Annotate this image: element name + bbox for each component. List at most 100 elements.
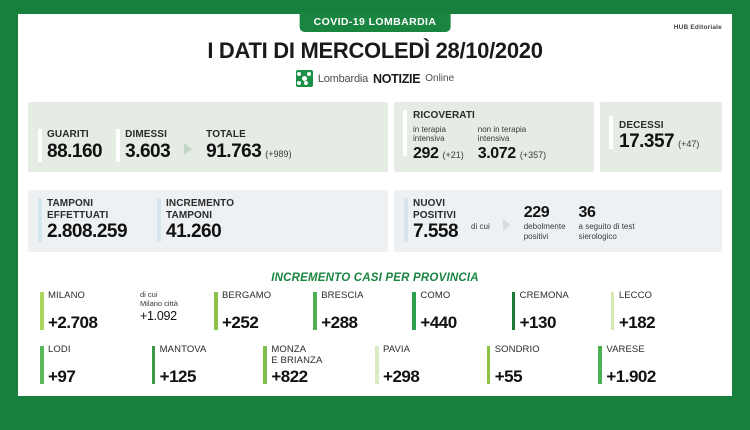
province-cell[interactable]: BERGAMO +252 <box>214 290 313 334</box>
stat-value: 2.808.259 <box>47 221 128 242</box>
province-value: +182 <box>618 313 656 332</box>
stat-nuovi-positivi: NUOVI POSITIVI 7.558 <box>404 198 459 243</box>
province-name: COMO <box>420 290 451 301</box>
stat-value: 3.072 <box>477 144 516 162</box>
province-cell[interactable]: MILANO +2.708 <box>40 290 136 334</box>
province-name-spacer <box>321 301 412 312</box>
province-cell[interactable]: SONDRIO +55 <box>486 344 599 388</box>
stats-row-tests: TAMPONI EFFETTUATI 2.808.259 INCREMENTO … <box>28 190 722 252</box>
province-name-line2: E BRIANZA <box>271 355 323 366</box>
stats-row-recovered: GUARITI 88.160 DIMESSI 3.603 TOTALE 91.7… <box>28 102 722 172</box>
province-value: +130 <box>519 313 557 332</box>
province-cell[interactable]: COMO +440 <box>412 290 511 334</box>
stat-delta: (+21) <box>442 149 464 160</box>
province-accent-bar <box>214 292 218 330</box>
province-name-spacer <box>222 301 313 312</box>
province-name: VARESE <box>606 344 645 355</box>
milano-citta-breakdown: di cui Milano città +1.092 <box>136 290 214 334</box>
arrow-right-icon <box>184 142 193 155</box>
province-cell[interactable]: MONZA E BRIANZA +822 <box>263 344 375 388</box>
logo-text-online: Online <box>425 73 455 84</box>
province-accent-bar <box>486 346 491 384</box>
stat-value: 3.603 <box>125 140 171 162</box>
panel-nuovi-positivi: NUOVI POSITIVI 7.558 di cui 229 debolmen… <box>394 190 722 252</box>
province-name-spacer <box>495 355 599 366</box>
stat-value: 17.357 <box>619 131 675 152</box>
sub-line-2: positivi <box>523 231 549 241</box>
sub-line-1: debolmente <box>523 222 566 231</box>
province-cell[interactable]: PAVIA +298 <box>375 344 487 388</box>
province-cell[interactable]: MANTOVA +125 <box>151 344 264 388</box>
stat-label-line1: NUOVI <box>413 198 446 209</box>
stat-label-line2: POSITIVI <box>413 209 457 221</box>
province-cell[interactable]: LODI +97 <box>40 344 152 388</box>
di-cui-label: di cui <box>140 290 158 299</box>
panel-guariti-dimessi-totale: GUARITI 88.160 DIMESSI 3.603 TOTALE 91.7… <box>28 102 388 172</box>
province-value: +298 <box>383 367 420 386</box>
province-name: MONZA <box>271 344 307 355</box>
province-cell[interactable]: LECCO +182 <box>610 290 710 334</box>
stat-value: 36 <box>578 204 596 221</box>
province-accent-bar <box>375 346 379 384</box>
accent-bar <box>403 110 407 156</box>
province-value: +288 <box>321 313 358 332</box>
province-name-spacer <box>383 355 487 366</box>
province-accent-bar <box>511 292 516 330</box>
arrow-right-icon <box>502 219 511 231</box>
accent-bar <box>38 129 42 162</box>
province-accent-bar <box>40 346 44 384</box>
province-value: +97 <box>48 367 76 386</box>
province-name: BERGAMO <box>222 290 272 301</box>
stat-label-line2: EFFETTUATI <box>47 209 109 221</box>
panel-tamponi: TAMPONI EFFETTUATI 2.808.259 INCREMENTO … <box>28 190 388 252</box>
accent-bar <box>157 198 161 242</box>
stat-label: DECESSI <box>619 119 664 131</box>
accent-bar <box>404 198 408 242</box>
province-accent-bar <box>263 346 267 384</box>
province-name: BRESCIA <box>321 290 364 301</box>
province-value: +55 <box>494 367 523 386</box>
province-cell[interactable]: VARESE +1.902 <box>598 344 710 388</box>
stat-label-line1: TAMPONI <box>47 198 94 209</box>
infographic-card: COVID-19 LOMBARDIA HUB Editoriale I DATI… <box>18 13 732 396</box>
province-cell[interactable]: BRESCIA +288 <box>313 290 412 334</box>
ricoverati-label: RICOVERATI <box>413 110 475 121</box>
province-name: CREMONA <box>519 290 569 301</box>
province-value: +440 <box>420 313 457 332</box>
province-accent-bar <box>40 292 44 330</box>
hub-editoriale-label: HUB Editoriale <box>673 24 722 31</box>
milano-citta-label: Milano città <box>140 299 178 308</box>
stat-test-sierologico: 36 a seguito di test sierologico <box>579 203 635 241</box>
province-value: +1.902 <box>606 367 656 386</box>
accent-bar <box>116 129 120 162</box>
province-cell[interactable]: CREMONA +130 <box>511 290 611 334</box>
stat-guariti: GUARITI 88.160 <box>38 129 103 163</box>
province-value: +822 <box>271 367 308 386</box>
stat-label: DIMESSI <box>125 129 167 140</box>
province-value: +252 <box>222 313 259 332</box>
logo-text-lombardia: Lombardia <box>317 72 369 85</box>
milano-citta-value: +1.092 <box>140 309 177 323</box>
panel-decessi: DECESSI 17.357 (+47) <box>600 102 722 172</box>
stat-totale: TOTALE 91.763 (+989) <box>206 129 291 163</box>
di-cui-label: di cui <box>471 222 490 231</box>
province-name: MANTOVA <box>159 344 207 355</box>
stat-label-line1: INCREMENTO <box>166 198 235 209</box>
province-name-spacer <box>606 355 710 366</box>
lombardia-notizie-logo: Lombardia NOTIZIE Online <box>18 70 732 87</box>
province-section-title: INCREMENTO CASI PER PROVINCIA <box>271 272 479 284</box>
stat-label-line2: TAMPONI <box>166 209 213 221</box>
page-title: I DATI DI MERCOLEDÌ 28/10/2020 <box>207 38 543 63</box>
stat-value: 7.558 <box>413 221 459 242</box>
province-name-spacer <box>48 301 136 312</box>
stat-label: GUARITI <box>47 129 89 140</box>
sub-line-1: non in terapia <box>477 124 527 134</box>
province-accent-bar <box>151 346 156 384</box>
sub-line-2: intensiva <box>477 134 510 143</box>
province-accent-bar <box>610 292 615 330</box>
province-accent-bar <box>313 292 317 330</box>
stat-delta: (+357) <box>519 149 547 160</box>
province-name-spacer <box>48 355 152 366</box>
stat-value: 292 <box>413 144 439 162</box>
stat-incremento-tamponi: INCREMENTO TAMPONI 41.260 <box>157 198 234 243</box>
